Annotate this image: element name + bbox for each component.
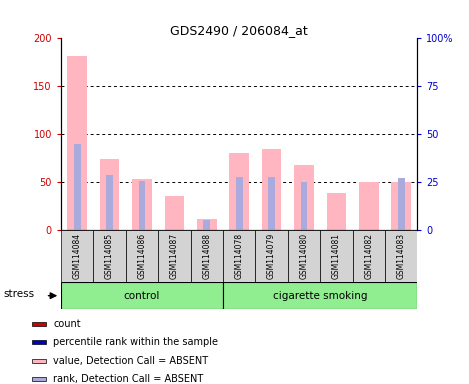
Text: GSM114083: GSM114083 — [397, 233, 406, 279]
Bar — [359, 182, 378, 230]
Bar — [392, 182, 411, 230]
Text: cigarette smoking: cigarette smoking — [273, 291, 367, 301]
Bar — [106, 175, 113, 230]
Text: GSM114078: GSM114078 — [234, 233, 244, 279]
Bar — [229, 152, 249, 230]
Bar — [190, 230, 223, 282]
Bar — [100, 159, 119, 230]
Bar — [223, 282, 417, 309]
Bar — [32, 340, 46, 344]
Bar — [32, 322, 46, 326]
Bar — [353, 230, 385, 282]
Text: GSM114088: GSM114088 — [202, 233, 212, 279]
Bar — [268, 177, 275, 230]
Bar — [197, 219, 217, 230]
Text: GSM114081: GSM114081 — [332, 233, 341, 279]
Text: GSM114082: GSM114082 — [364, 233, 373, 279]
Bar — [93, 230, 126, 282]
Text: count: count — [53, 319, 81, 329]
Text: GSM114079: GSM114079 — [267, 233, 276, 279]
Text: GSM114084: GSM114084 — [73, 233, 82, 279]
Bar — [158, 230, 190, 282]
Bar — [61, 282, 223, 309]
Text: GSM114085: GSM114085 — [105, 233, 114, 279]
Bar — [294, 165, 314, 230]
Bar — [74, 144, 81, 230]
Bar — [288, 230, 320, 282]
Bar — [68, 56, 87, 230]
Bar — [236, 177, 242, 230]
Bar — [398, 177, 405, 230]
Bar — [138, 181, 145, 230]
Bar — [126, 230, 158, 282]
Bar — [132, 179, 151, 230]
Bar — [61, 230, 93, 282]
Bar — [204, 220, 210, 230]
Bar — [327, 193, 346, 230]
Bar — [385, 230, 417, 282]
Bar — [223, 230, 256, 282]
Text: value, Detection Call = ABSENT: value, Detection Call = ABSENT — [53, 356, 208, 366]
Bar — [32, 377, 46, 381]
Bar — [320, 230, 353, 282]
Text: GSM114080: GSM114080 — [300, 233, 309, 279]
Bar — [32, 359, 46, 362]
Text: GSM114087: GSM114087 — [170, 233, 179, 279]
Bar — [165, 196, 184, 230]
Text: control: control — [124, 291, 160, 301]
Text: percentile rank within the sample: percentile rank within the sample — [53, 338, 218, 348]
Text: rank, Detection Call = ABSENT: rank, Detection Call = ABSENT — [53, 374, 203, 384]
Title: GDS2490 / 206084_at: GDS2490 / 206084_at — [170, 24, 308, 37]
Text: GSM114086: GSM114086 — [137, 233, 146, 279]
Bar — [301, 182, 307, 230]
Text: stress: stress — [3, 289, 34, 300]
Bar — [262, 149, 281, 230]
Bar — [256, 230, 288, 282]
